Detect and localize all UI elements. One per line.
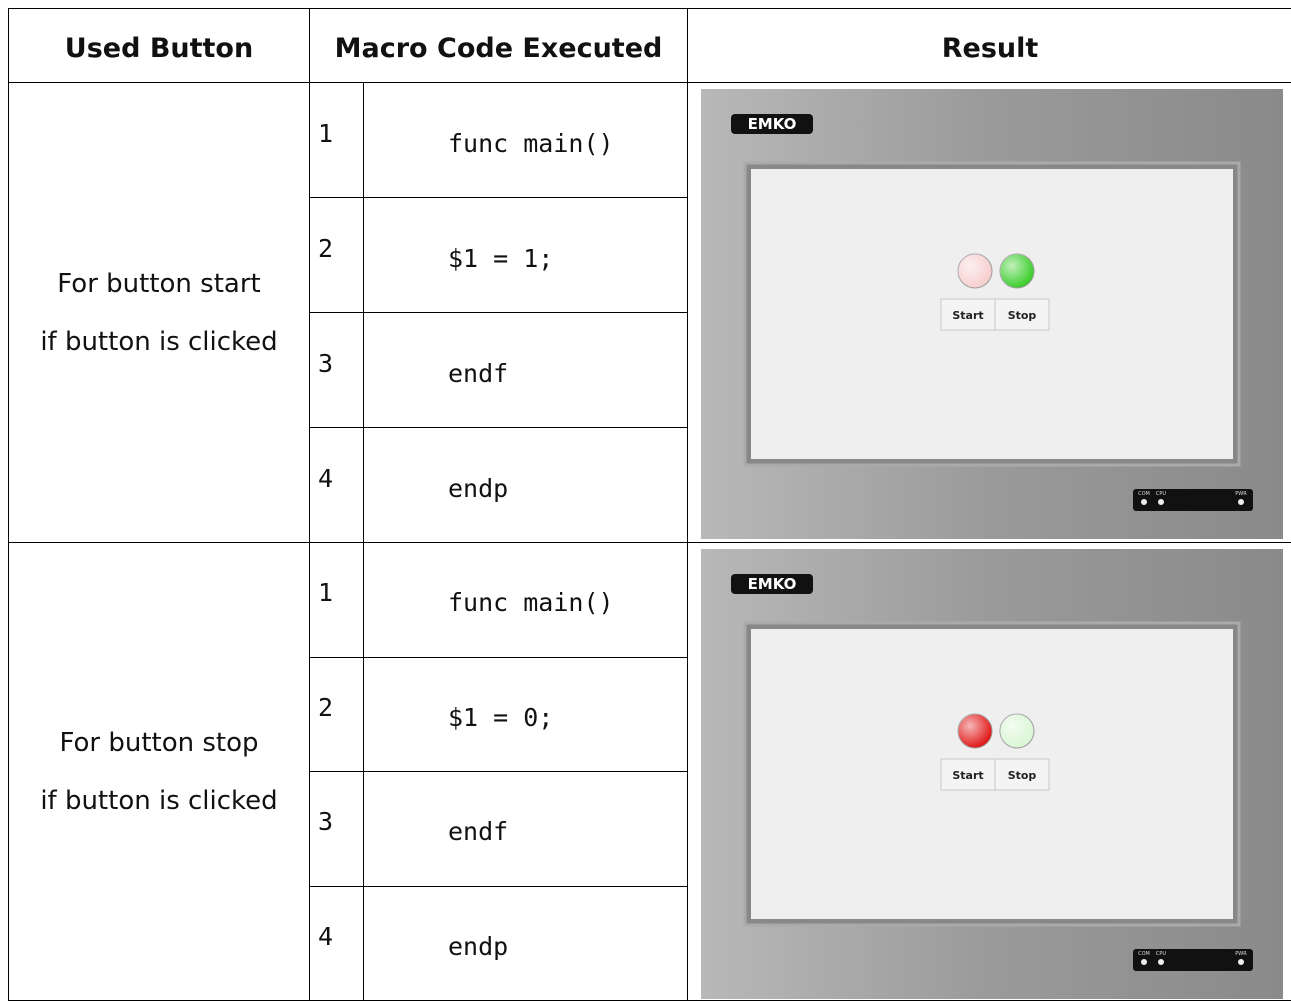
logo: EMKO <box>748 115 797 133</box>
desc-line: if button is clicked <box>9 772 309 830</box>
code-line: endf <box>448 817 508 846</box>
code-line: endp <box>448 932 508 961</box>
code-cell: $1 = 0; <box>363 657 688 773</box>
lamp-shine <box>1000 254 1034 288</box>
lamp-shine <box>958 254 992 288</box>
header-text: Used Button <box>9 33 309 64</box>
led <box>1238 499 1244 505</box>
hmi-button-label: Stop <box>1008 769 1037 782</box>
header-text: Result <box>688 33 1291 64</box>
line-number-cell: 2 <box>309 197 364 313</box>
code-cell: $1 = 1; <box>363 197 688 313</box>
code-line: endf <box>448 359 508 388</box>
led-label: COM <box>1138 951 1150 957</box>
led-label: CPU <box>1156 491 1167 497</box>
desc-line: For button start <box>9 255 309 313</box>
lamp-shine <box>1000 714 1034 748</box>
line-number-cell: 1 <box>309 542 364 658</box>
code-cell: endf <box>363 771 688 887</box>
header-cell: Used Button <box>8 8 310 83</box>
result-cell: EMKO Start Stop COM CPU PWR <box>687 82 1291 543</box>
line-number: 1 <box>318 119 333 148</box>
line-number-cell: 4 <box>309 886 364 1001</box>
code-cell: endf <box>363 312 688 428</box>
hmi-button-label: Start <box>952 309 983 322</box>
led <box>1141 959 1147 965</box>
line-number-cell: 3 <box>309 312 364 428</box>
desc-line: if button is clicked <box>9 313 309 371</box>
hmi-image: EMKO Start Stop COM CPU PWR <box>701 89 1283 539</box>
result-cell: EMKO Start Stop COM CPU PWR <box>687 542 1291 1001</box>
led-label: COM <box>1138 491 1150 497</box>
line-number: 1 <box>318 578 333 607</box>
code-cell: endp <box>363 427 688 543</box>
code-cell: func main() <box>363 82 688 198</box>
led <box>1238 959 1244 965</box>
logo: EMKO <box>748 575 797 593</box>
code-line: $1 = 0; <box>448 703 553 732</box>
desc-line: For button stop <box>9 714 309 772</box>
header-cell: Macro Code Executed <box>309 8 688 83</box>
line-number: 3 <box>318 807 333 836</box>
line-number-cell: 4 <box>309 427 364 543</box>
line-number: 2 <box>318 234 333 263</box>
led-label: PWR <box>1235 491 1247 497</box>
code-cell: endp <box>363 886 688 1001</box>
line-number-cell: 1 <box>309 82 364 198</box>
led <box>1158 499 1164 505</box>
line-number: 4 <box>318 922 333 951</box>
led <box>1158 959 1164 965</box>
hmi-button-label: Start <box>952 769 983 782</box>
code-line: $1 = 1; <box>448 244 553 273</box>
line-number: 3 <box>318 349 333 378</box>
line-number: 2 <box>318 693 333 722</box>
led-label: CPU <box>1156 951 1167 957</box>
hmi-image: EMKO Start Stop COM CPU PWR <box>701 549 1283 999</box>
line-number-cell: 3 <box>309 771 364 887</box>
header-cell: Result <box>687 8 1291 83</box>
led-label: PWR <box>1235 951 1247 957</box>
led <box>1141 499 1147 505</box>
code-cell: func main() <box>363 542 688 658</box>
lamp-shine <box>958 714 992 748</box>
line-number: 4 <box>318 464 333 493</box>
code-line: endp <box>448 474 508 503</box>
line-number-cell: 2 <box>309 657 364 773</box>
code-line: func main() <box>448 129 614 158</box>
header-text: Macro Code Executed <box>310 33 687 64</box>
hmi-button-label: Stop <box>1008 309 1037 322</box>
code-line: func main() <box>448 588 614 617</box>
